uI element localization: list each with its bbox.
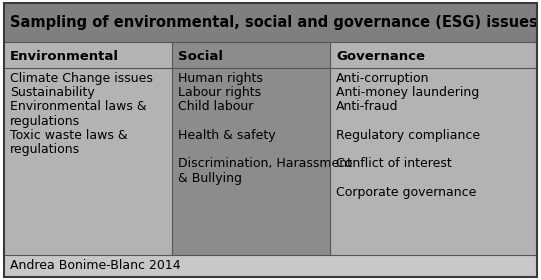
Text: Health & safety: Health & safety [178,129,275,142]
Text: Social: Social [178,50,223,63]
Text: regulations: regulations [10,115,80,128]
Bar [4,3,537,42]
Bar [330,42,537,255]
Text: Andrea Bonime-Blanc 2014: Andrea Bonime-Blanc 2014 [10,259,181,272]
Bar [172,42,330,255]
Bar [4,42,172,255]
Text: Toxic waste laws &: Toxic waste laws & [10,129,128,142]
Text: Climate Change issues: Climate Change issues [10,72,153,85]
Text: Discrimination, Harassment: Discrimination, Harassment [178,157,352,171]
Text: Anti-fraud: Anti-fraud [336,101,399,113]
Text: Anti-money laundering: Anti-money laundering [336,86,479,99]
Text: & Bullying: & Bullying [178,172,242,185]
Text: Human rights: Human rights [178,72,263,85]
Text: Corporate governance: Corporate governance [336,186,477,199]
Text: Sampling of environmental, social and governance (ESG) issues: Sampling of environmental, social and go… [10,15,538,30]
Text: Environmental laws &: Environmental laws & [10,101,147,113]
Text: Governance: Governance [336,50,425,63]
Text: Regulatory compliance: Regulatory compliance [336,129,480,142]
Text: Labour rights: Labour rights [178,86,261,99]
Text: Anti-corruption: Anti-corruption [336,72,430,85]
Text: Child labour: Child labour [178,101,253,113]
Text: Conflict of interest: Conflict of interest [336,157,452,171]
Text: Environmental: Environmental [10,50,119,63]
Text: Sustainability: Sustainability [10,86,95,99]
Bar [4,255,537,277]
Text: regulations: regulations [10,143,80,156]
